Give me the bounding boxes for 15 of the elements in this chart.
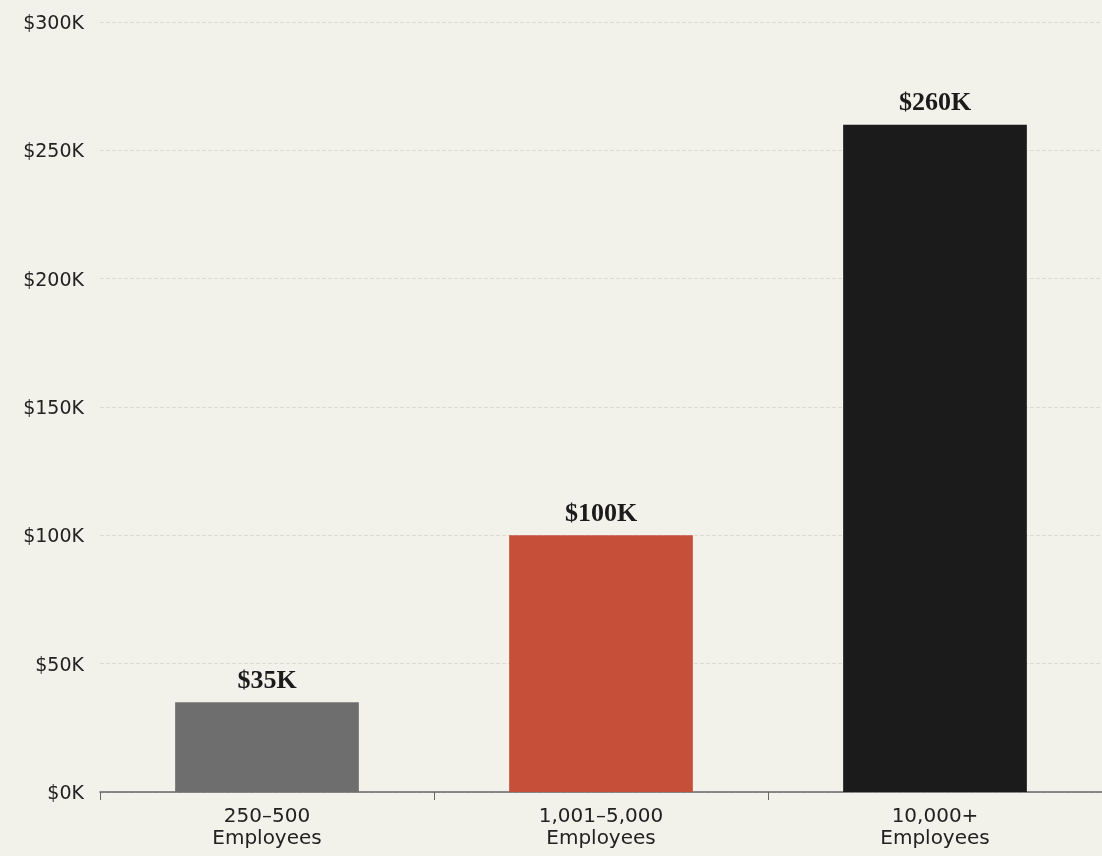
y-tick-label: $200K [23,267,85,290]
x-tick-label: 1,001–5,000 Employees [538,803,664,849]
x-tick-label: 250–500 Employees [212,803,322,849]
y-tick-label: $50K [35,652,85,675]
x-tick-label: 10,000+ Employees [880,803,990,849]
y-tick-label: $0K [47,781,85,803]
y-tick-label: $250K [23,139,85,162]
y-tick-label: $150K [23,396,85,418]
bar [843,124,1027,792]
data-label: $260K [898,87,972,117]
y-tick-label: $100K [23,524,85,547]
data-label: $35K [237,664,298,694]
y-tick-label: $300K [23,11,85,33]
bar [509,535,693,792]
data-label: $100K [564,497,638,527]
